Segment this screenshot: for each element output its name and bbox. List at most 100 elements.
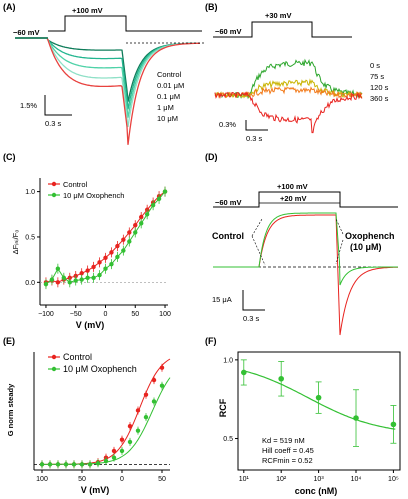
panel-c-point-1-4 [67,280,72,285]
panel-a-scalebar [44,95,72,116]
panel-e-point-1-15 [159,383,165,388]
panel-b-legend-0: 0 s [370,61,380,70]
panel-c-legend-0: Control [63,180,88,189]
panel-a-scale-y: 1.5% [20,101,37,110]
panel-e-point-1-1 [47,462,53,467]
panel-e-point-1-10 [119,448,125,454]
panel-e-point-0-12 [135,408,141,413]
panel-f-point-0 [240,369,247,376]
panel-c-point-0-10 [103,255,108,261]
panel-c-letter: (C) [3,152,16,162]
panel-f-rcf: RCFmin = 0.52 [262,456,313,465]
panel-c-point-1-15 [133,230,138,235]
panel-d-protocol-1 [213,191,398,208]
panel-b-trace-0 [214,91,363,134]
panel-c-ylabel: ΔFᵢₙᵢ/F₀ [11,230,20,255]
panel-f-xtick-label-3: 10⁴ [351,476,362,483]
panel-e-point-0-14 [151,377,157,383]
panel-e: (E) 100 50 0 50 Control 10 μM Oxophench V (… [3,336,171,495]
panel-c-xtick-label-2: 0 [104,311,108,318]
panel-c-point-1-2 [55,266,61,271]
panel-b-hold-label: −60 mV [215,27,241,36]
panel-d-label-oxo-conc: (10 μM) [350,242,382,252]
panel-e-point-1-11 [127,439,133,445]
panel-c-point-1-6 [79,277,84,282]
panel-d-scale-x: 0.3 s [243,314,260,323]
panel-e-legend-1: 10 μM Oxophench [63,364,137,374]
panel-c-point-0-16 [139,214,144,220]
panel-a-letter: (A) [3,2,16,12]
panel-c-point-0-14 [127,230,132,235]
panel-a-legend-3: 1 μM [157,103,174,112]
panel-d-traces [213,212,398,336]
panel-c-point-1-14 [127,239,132,244]
panel-b: (B) +30 mV −60 mV 0 s 75 s 120 s 360 s 0… [205,2,389,143]
panel-e-point-1-14 [151,399,157,404]
panel-f-ytick-label-1: 1.0 [223,357,233,364]
panel-b-legend-2: 120 s [370,83,389,92]
panel-c-point-1-8 [91,275,96,280]
panel-c-point-1-16 [139,221,144,226]
panel-d-hold-label: −60 mV [215,198,241,207]
panel-f-letter: (F) [205,336,217,346]
panel-c-point-1-11 [109,261,114,267]
panel-c-point-1-18 [150,203,156,208]
panel-d-scale-y: 15 μA [212,295,232,304]
panel-e-xlabel: V (mV) [81,485,110,495]
panel-d-label-oxo: Oxophench [345,231,395,241]
panel-c-point-1-0 [43,281,49,287]
panel-f-xtick-label-4: 10⁵ [388,476,399,483]
panel-e-xtick-label-1: 50 [78,476,86,483]
panel-e-xtick-label-3: 50 [158,476,166,483]
panel-a-legend-0: Control [157,70,182,79]
panel-e-point-1-3 [63,462,69,467]
panel-c-point-1-17 [144,212,150,217]
panel-b-letter: (B) [205,2,218,12]
panel-d-step1: +100 mV [277,182,308,191]
panel-c-point-0-7 [85,268,90,273]
panel-c-point-0-8 [91,264,96,270]
panel-e-point-1-9 [111,455,117,460]
panel-e-xtick-label-2: 0 [120,476,124,483]
panel-d-step2: +20 mV [280,194,306,203]
panel-b-step-label: +30 mV [265,11,291,20]
panel-b-legend: 0 s 75 s 120 s 360 s [370,61,389,103]
panel-c-xlabel: V (mV) [76,320,105,330]
panel-c-point-1-5 [73,278,78,283]
panel-f-kd: Kd = 519 nM [262,436,305,445]
panel-c-legend: Control 10 μM Oxophench [48,180,124,200]
panel-e-point-1-7 [95,461,101,466]
panel-e-legend-0: Control [63,352,92,362]
panel-c-point-0-9 [97,260,102,265]
panel-e-legend-marker-0 [51,354,57,360]
panel-c-point-1-3 [61,275,67,280]
panel-e-fit-1 [42,377,171,465]
panel-a-protocol [48,15,202,32]
panel-c-xtick-label-1: −50 [70,311,82,318]
panel-c-ytick-label-2: 1.0 [25,189,35,196]
panel-e-letter: (E) [3,336,15,346]
panel-e-point-1-5 [79,462,85,467]
panel-d-letter: (D) [205,152,218,162]
panel-e-plot: 100 50 0 50 [33,352,171,483]
panel-c-point-0-15 [133,222,138,228]
panel-c-legend-marker-1 [51,192,57,198]
panel-e-ylabel: G norm steady [6,383,15,436]
panel-a-legend-4: 10 μM [157,114,178,123]
panel-a-scale-x: 0.3 s [45,119,62,128]
panel-b-scale-y: 0.3% [219,120,236,129]
panel-c-point-1-1 [49,277,55,282]
panel-c-point-0-13 [121,237,126,242]
panel-f-point-1 [278,375,284,382]
panel-f-hill: Hill coeff = 0.45 [262,446,314,455]
panel-f-point-4 [390,421,397,428]
panel-c-point-1-19 [156,196,162,202]
panel-e-xtick-label-0: 100 [36,476,48,483]
panel-e-fit-0 [42,358,171,465]
panel-e-point-0-15 [159,365,165,370]
panel-a-step-label: +100 mV [72,6,103,15]
panel-c-legend-marker-0 [51,181,57,187]
panel-a-legend: Control 0.01 μM 0.1 μM 1 μM 10 μM [157,70,184,123]
panel-f-xtick-label-0: 10¹ [239,476,250,483]
